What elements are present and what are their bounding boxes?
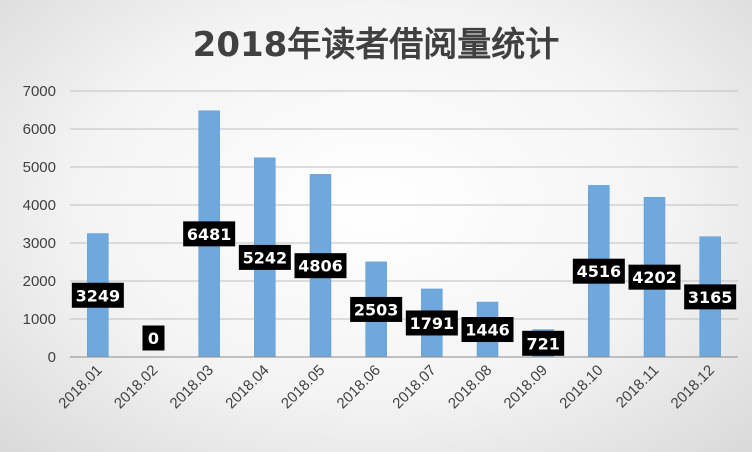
data-label: 0	[142, 325, 165, 351]
x-tick-label: 2018.04	[222, 362, 272, 412]
gridlines	[70, 90, 738, 320]
data-label-bg	[183, 221, 236, 247]
data-label: 721	[522, 330, 565, 356]
data-label-bg	[350, 296, 403, 322]
data-label: 1791	[405, 310, 458, 336]
x-tick-label: 2018.02	[111, 362, 161, 412]
x-tick-label: 2018.05	[278, 362, 328, 412]
x-tick-label: 2018.08	[445, 362, 495, 412]
y-tick-label: 4000	[23, 197, 56, 214]
data-label-text: 5242	[243, 248, 288, 267]
y-tick-label: 7000	[23, 83, 56, 100]
data-label: 4202	[628, 264, 681, 290]
data-label-bg	[684, 284, 737, 310]
data-label-bg	[405, 310, 458, 336]
x-tick-label: 2018.01	[55, 362, 105, 412]
data-label-text: 1446	[465, 321, 510, 340]
y-tick-label: 5000	[23, 159, 56, 176]
data-label-text: 0	[148, 329, 159, 348]
data-label-text: 6481	[187, 225, 232, 244]
data-label: 1446	[461, 317, 514, 343]
y-tick-label: 0	[48, 349, 56, 366]
data-label-text: 721	[526, 334, 559, 353]
x-tick-label: 2018.11	[613, 362, 663, 412]
x-axis-ticks: 2018.01 2018.02 2018.03 2018.04 2018.05 2018.…	[55, 362, 718, 412]
y-tick-label: 1000	[23, 311, 56, 328]
x-tick-label: 2018.06	[334, 362, 384, 412]
data-label: 3249	[71, 282, 124, 308]
data-label-text: 2503	[354, 300, 399, 319]
bars	[87, 110, 721, 358]
x-tick-label: 2018.07	[389, 362, 439, 412]
x-tick-label: 2018.12	[668, 362, 718, 412]
data-label: 4806	[294, 253, 347, 279]
y-tick-label: 6000	[23, 121, 56, 138]
data-label: 6481	[183, 221, 236, 247]
data-label-bg	[522, 330, 565, 356]
data-label: 4516	[572, 258, 625, 284]
data-label-text: 4516	[577, 262, 622, 281]
data-label-text: 1791	[410, 314, 455, 333]
data-label: 5242	[238, 244, 291, 270]
data-label-text: 3165	[688, 288, 733, 307]
data-label-text: 3249	[76, 286, 121, 305]
x-tick-label: 2018.09	[501, 362, 551, 412]
data-label-bg	[238, 244, 291, 270]
data-label-bg	[142, 325, 165, 351]
data-label-bg	[461, 317, 514, 343]
data-label: 2503	[350, 296, 403, 322]
data-label-bg	[628, 264, 681, 290]
data-label-bg	[572, 258, 625, 284]
data-label-bg	[71, 282, 124, 308]
x-tick-label: 2018.03	[167, 362, 217, 412]
x-tick-label: 2018.10	[556, 362, 606, 412]
data-label-text: 4202	[632, 268, 677, 287]
y-tick-label: 2000	[23, 273, 56, 290]
chart-title: 2018年读者借阅量统计	[193, 25, 560, 65]
y-tick-label: 3000	[23, 235, 56, 252]
data-label: 3165	[684, 284, 737, 310]
data-label-bg	[294, 253, 347, 279]
data-label-text: 4806	[298, 257, 343, 276]
data-labels: 3249 0 6481 5242 4806 2503 1791 1446 721 4516 4202…	[71, 221, 737, 356]
y-axis-ticks: 0 1000 2000 3000 4000 5000 6000 7000	[23, 83, 56, 366]
